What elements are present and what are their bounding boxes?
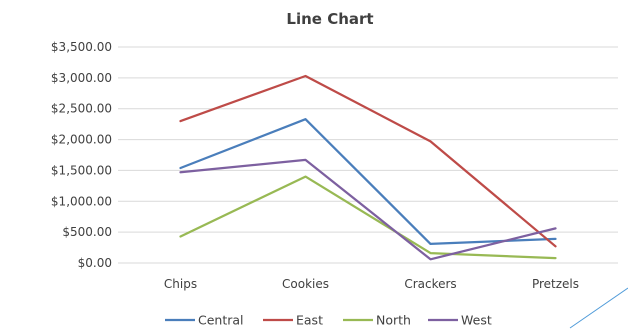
- series-line-north: [179, 175, 557, 260]
- legend-label-north: North: [376, 313, 411, 328]
- series-line-west: [179, 158, 557, 261]
- y-tick-label: $3,000.00: [51, 71, 112, 85]
- legend: Central East North West: [165, 313, 492, 328]
- y-tick-label: $3,500.00: [51, 40, 112, 54]
- y-tick-label: $1,000.00: [51, 194, 112, 208]
- y-tick-label: $2,500.00: [51, 102, 112, 116]
- x-tick-label: Cookies: [282, 277, 329, 291]
- decorative-diagonal-line: [569, 287, 628, 329]
- y-tick-label: $1,500.00: [51, 163, 112, 177]
- chart-title: Line Chart: [286, 10, 373, 28]
- y-axis-ticks: $0.00 $500.00 $1,000.00 $1,500.00 $2,000.00 $…: [51, 40, 112, 270]
- y-tick-label: $500.00: [62, 225, 112, 239]
- x-axis-ticks: Chips Cookies Crackers Pretzels: [164, 277, 579, 291]
- series-lines: [179, 74, 557, 261]
- legend-label-east: East: [296, 313, 323, 328]
- legend-label-west: West: [461, 313, 492, 328]
- series-line-central: [179, 118, 557, 246]
- y-tick-label: $0.00: [78, 256, 112, 270]
- y-tick-label: $2,000.00: [51, 133, 112, 147]
- legend-label-central: Central: [198, 313, 244, 328]
- series-line-east: [179, 74, 557, 248]
- x-tick-label: Pretzels: [532, 277, 579, 291]
- x-tick-label: Chips: [164, 277, 197, 291]
- x-tick-label: Crackers: [404, 277, 456, 291]
